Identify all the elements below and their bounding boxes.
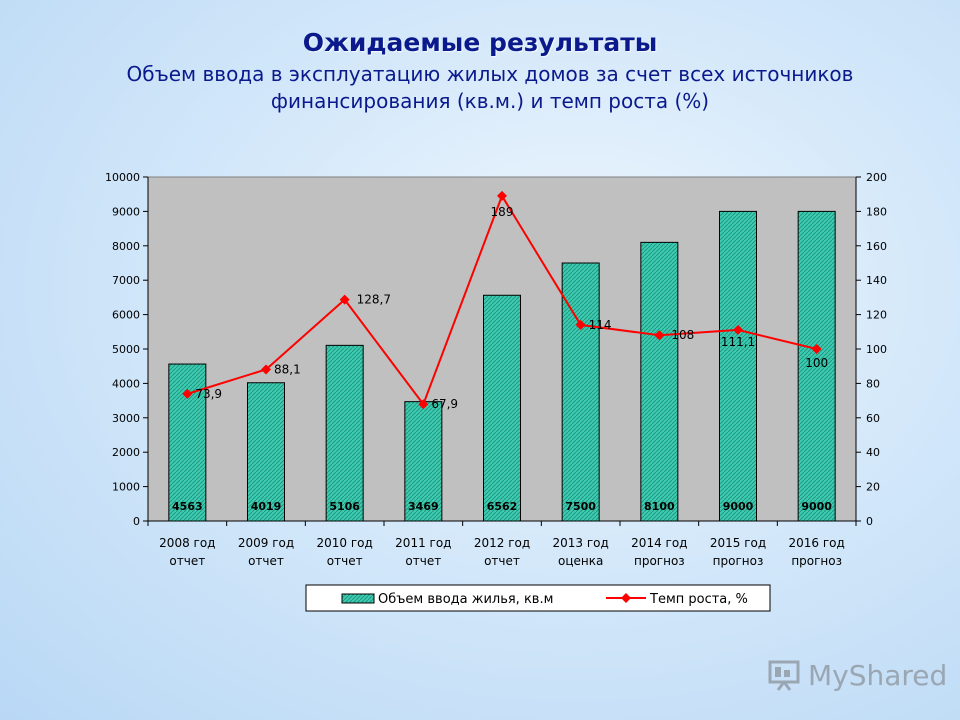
x-axis-tick-label: 2016 год	[789, 536, 845, 550]
x-axis-tick-label: отчет	[327, 554, 363, 568]
legend	[305, 584, 771, 612]
bar	[483, 294, 521, 522]
line-data-label: 128,7	[357, 293, 391, 307]
left-axis-tick-label: 0	[133, 515, 140, 528]
bar-data-label: 3469	[408, 500, 439, 513]
left-axis-tick-label: 6000	[112, 309, 140, 322]
left-axis-tick-label: 7000	[112, 274, 140, 287]
bar	[640, 241, 679, 522]
right-axis-tick-label: 100	[866, 343, 887, 356]
x-axis-tick-label: 2009 год	[238, 536, 294, 550]
bar-data-label: 8100	[644, 500, 675, 513]
line-point	[497, 190, 507, 201]
x-axis-tick-label: отчет	[169, 554, 205, 568]
bar-data-label: 7500	[565, 500, 596, 513]
line-point	[654, 330, 665, 341]
legend-line-marker	[621, 593, 631, 603]
line-data-label: 88,1	[274, 362, 301, 376]
x-axis-tick-label: 2008 год	[159, 536, 215, 550]
watermark-text: MyShared	[808, 658, 948, 692]
x-axis-tick-label: прогноз	[713, 554, 764, 568]
presentation-icon	[768, 660, 800, 691]
left-axis-tick-label: 10000	[105, 171, 140, 184]
line-point	[811, 344, 822, 354]
left-axis-tick-label: 4000	[112, 377, 140, 390]
line-data-label: 67,9	[431, 397, 458, 411]
right-axis-tick-label: 40	[866, 446, 880, 459]
left-axis-tick-label: 8000	[112, 240, 140, 253]
line-data-label: 189	[491, 205, 514, 219]
left-axis-tick-label: 5000	[112, 343, 140, 356]
line-point	[339, 294, 350, 305]
x-axis-tick-label: 2014 год	[631, 536, 687, 550]
right-axis-tick-label: 160	[866, 240, 887, 253]
watermark: MyShared	[768, 655, 947, 695]
right-axis-tick-label: 60	[866, 412, 880, 425]
right-axis-tick-label: 0	[866, 515, 873, 528]
x-axis-tick-label: отчет	[484, 554, 520, 568]
line-data-label: 108	[671, 328, 694, 342]
right-axis-tick-label: 200	[866, 171, 887, 184]
right-axis-tick-label: 120	[866, 309, 887, 322]
x-axis-tick-label: 2015 год	[710, 536, 766, 550]
x-axis-tick-label: 2010 год	[317, 536, 373, 550]
bar	[325, 344, 364, 522]
left-axis-tick-label: 3000	[112, 412, 140, 425]
bar	[719, 210, 757, 522]
legend-bar-swatch	[341, 593, 375, 604]
line-data-label: 111,1	[721, 335, 755, 349]
legend-line-label: Темп роста, %	[649, 592, 748, 607]
line-point	[182, 388, 193, 399]
right-axis-tick-label: 140	[866, 274, 887, 287]
line-point	[418, 399, 429, 410]
line-point	[261, 364, 271, 375]
slide-subtitle: Объем ввода в эксплуатацию жилых домов з…	[126, 62, 854, 113]
line-point	[575, 319, 586, 330]
bar-data-label: 5106	[329, 500, 360, 513]
bar	[404, 401, 443, 522]
right-axis-tick-label: 20	[866, 481, 880, 494]
x-axis-tick-label: отчет	[405, 554, 441, 568]
right-axis-tick-label: 80	[866, 377, 880, 390]
x-axis-tick-label: 2013 год	[553, 536, 609, 550]
line-data-label: 73,9	[195, 387, 222, 401]
x-axis-tick-label: отчет	[248, 554, 284, 568]
x-axis-tick-label: 2012 год	[474, 536, 530, 550]
slide-title: Ожидаемые результаты	[302, 28, 658, 57]
bar	[247, 382, 285, 522]
line-point	[733, 324, 743, 335]
bar-data-label: 4563	[172, 500, 203, 513]
bar-data-label: 9000	[801, 500, 832, 513]
bar-data-label: 4019	[251, 500, 282, 513]
legend-bar-label: Объем ввода жилья, кв.м	[378, 592, 553, 607]
bar-data-label: 9000	[723, 500, 754, 513]
left-axis-tick-label: 9000	[112, 205, 140, 218]
line-data-label: 100	[805, 356, 828, 370]
line-data-label: 114	[589, 318, 612, 332]
x-axis-tick-label: прогноз	[634, 554, 685, 568]
x-axis-tick-label: оценка	[558, 554, 603, 568]
x-axis-tick-label: 2011 год	[395, 536, 451, 550]
left-axis-tick-label: 1000	[112, 481, 140, 494]
x-axis-tick-label: прогноз	[791, 554, 842, 568]
left-axis-tick-label: 2000	[112, 446, 140, 459]
right-axis-tick-label: 180	[866, 205, 887, 218]
bar-data-label: 6562	[487, 500, 518, 513]
bar	[797, 210, 836, 522]
bar	[561, 262, 600, 522]
